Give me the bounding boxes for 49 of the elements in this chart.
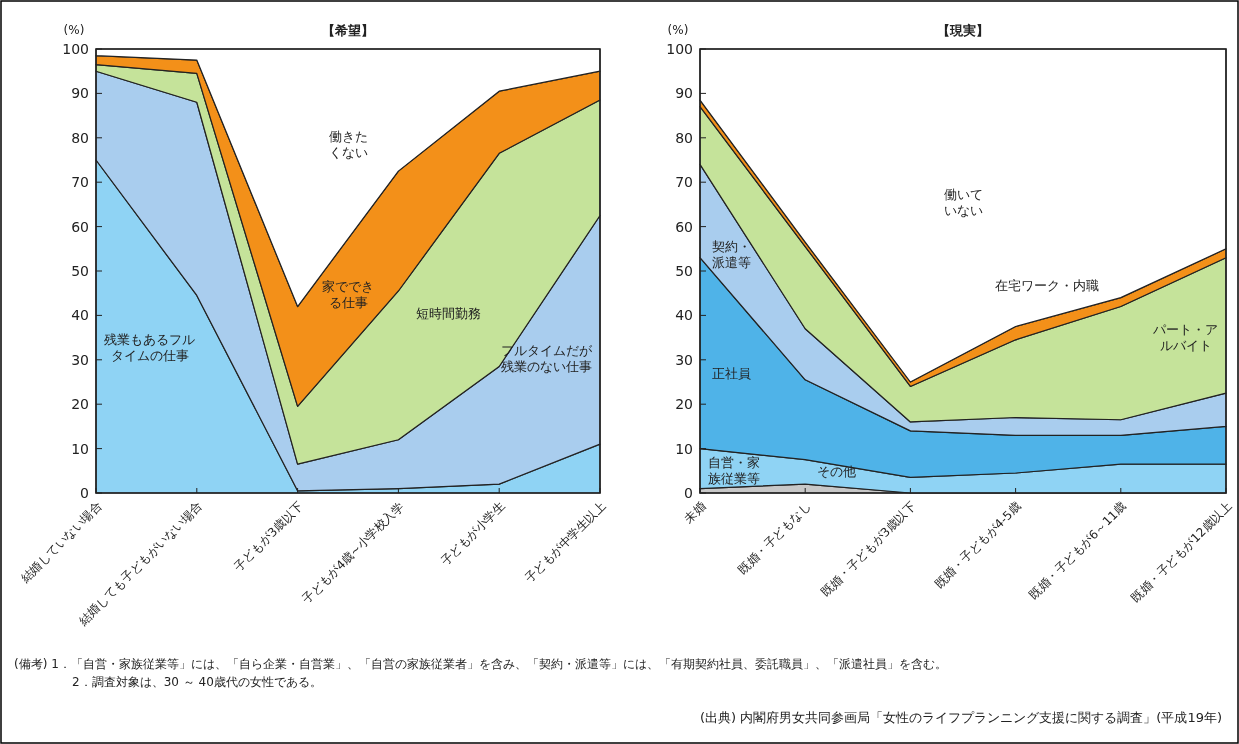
series-label: その他 [817, 464, 857, 480]
x-tick-label: 既婚・子どもが12歳以上 [1128, 499, 1235, 605]
x-tick-label: 子どもが小学生 [438, 499, 508, 569]
series-label: 残業もあるフルタイムの仕事 [104, 331, 195, 363]
series-label: 契約・派遣等 [712, 239, 752, 271]
series-label: 自営・家族従業等 [708, 454, 760, 486]
x-tick-label: 既婚・子どもが6～11歳 [1026, 499, 1129, 602]
y-tick-label: 60 [71, 218, 89, 235]
y-tick-label: 40 [71, 307, 89, 324]
x-tick-label: 既婚・子どもなし [735, 499, 814, 577]
y-tick-label: 10 [71, 440, 89, 457]
y-axis-title: (%) [63, 23, 85, 37]
y-tick-label: 90 [675, 85, 693, 102]
y-tick-label: 70 [675, 174, 693, 191]
series-label: 在宅ワーク・内職 [995, 277, 1100, 293]
series-label: 短時間勤務 [416, 305, 482, 321]
text: (出典) 内閣府男女共同参画局「女性のライフプランニング支援に関する調査」(平成19年) [700, 710, 1222, 725]
y-tick-label: 30 [71, 351, 89, 368]
x-tick-label: 既婚・子どもが3歳以下 [818, 499, 919, 600]
y-tick-label: 90 [71, 85, 89, 102]
text: (備考) 1．「自営・家族従業等」には、「自ら企業・自営業」、「自営の家族従業者」を含み、「契約・派遣等」には、「有期契約社員、委託職員」、「派遣社員」を含む。 [14, 657, 947, 671]
x-tick-label: 結婚していない場合 [17, 499, 105, 587]
chart-title: 【希望】 [322, 23, 374, 38]
x-tick-label: 未婚 [681, 499, 709, 527]
y-tick-label: 20 [71, 396, 89, 413]
y-axis-title: (%) [667, 23, 689, 37]
y-tick-label: 40 [675, 307, 693, 324]
series-label: 働きたくない [328, 128, 368, 160]
y-tick-label: 10 [675, 440, 693, 457]
y-tick-label: 0 [80, 485, 89, 501]
y-tick-label: 100 [666, 41, 693, 57]
y-tick-label: 50 [71, 263, 89, 279]
y-tick-label: 80 [675, 129, 693, 146]
text: 2．調査対象は、30 ～ 40歳代の女性である。 [72, 675, 322, 689]
y-tick-label: 100 [62, 41, 89, 57]
y-tick-label: 0 [684, 485, 693, 501]
y-tick-label: 80 [71, 129, 89, 146]
x-tick-label: 既婚・子どもが4-5歳 [932, 499, 1024, 591]
series-label: 家でできる仕事 [322, 278, 374, 310]
chart-title: 【現実】 [937, 23, 989, 38]
y-tick-label: 60 [675, 218, 693, 235]
y-tick-label: 30 [675, 351, 693, 368]
y-tick-label: 50 [675, 263, 693, 279]
y-tick-label: 20 [675, 396, 693, 413]
series-label: 働いていない [943, 186, 983, 218]
y-tick-label: 70 [71, 174, 89, 191]
series-label: 正社員 [712, 366, 752, 382]
x-tick-label: 子どもが中学生以上 [521, 499, 609, 586]
series-label: パート・アルバイト [1152, 321, 1218, 353]
